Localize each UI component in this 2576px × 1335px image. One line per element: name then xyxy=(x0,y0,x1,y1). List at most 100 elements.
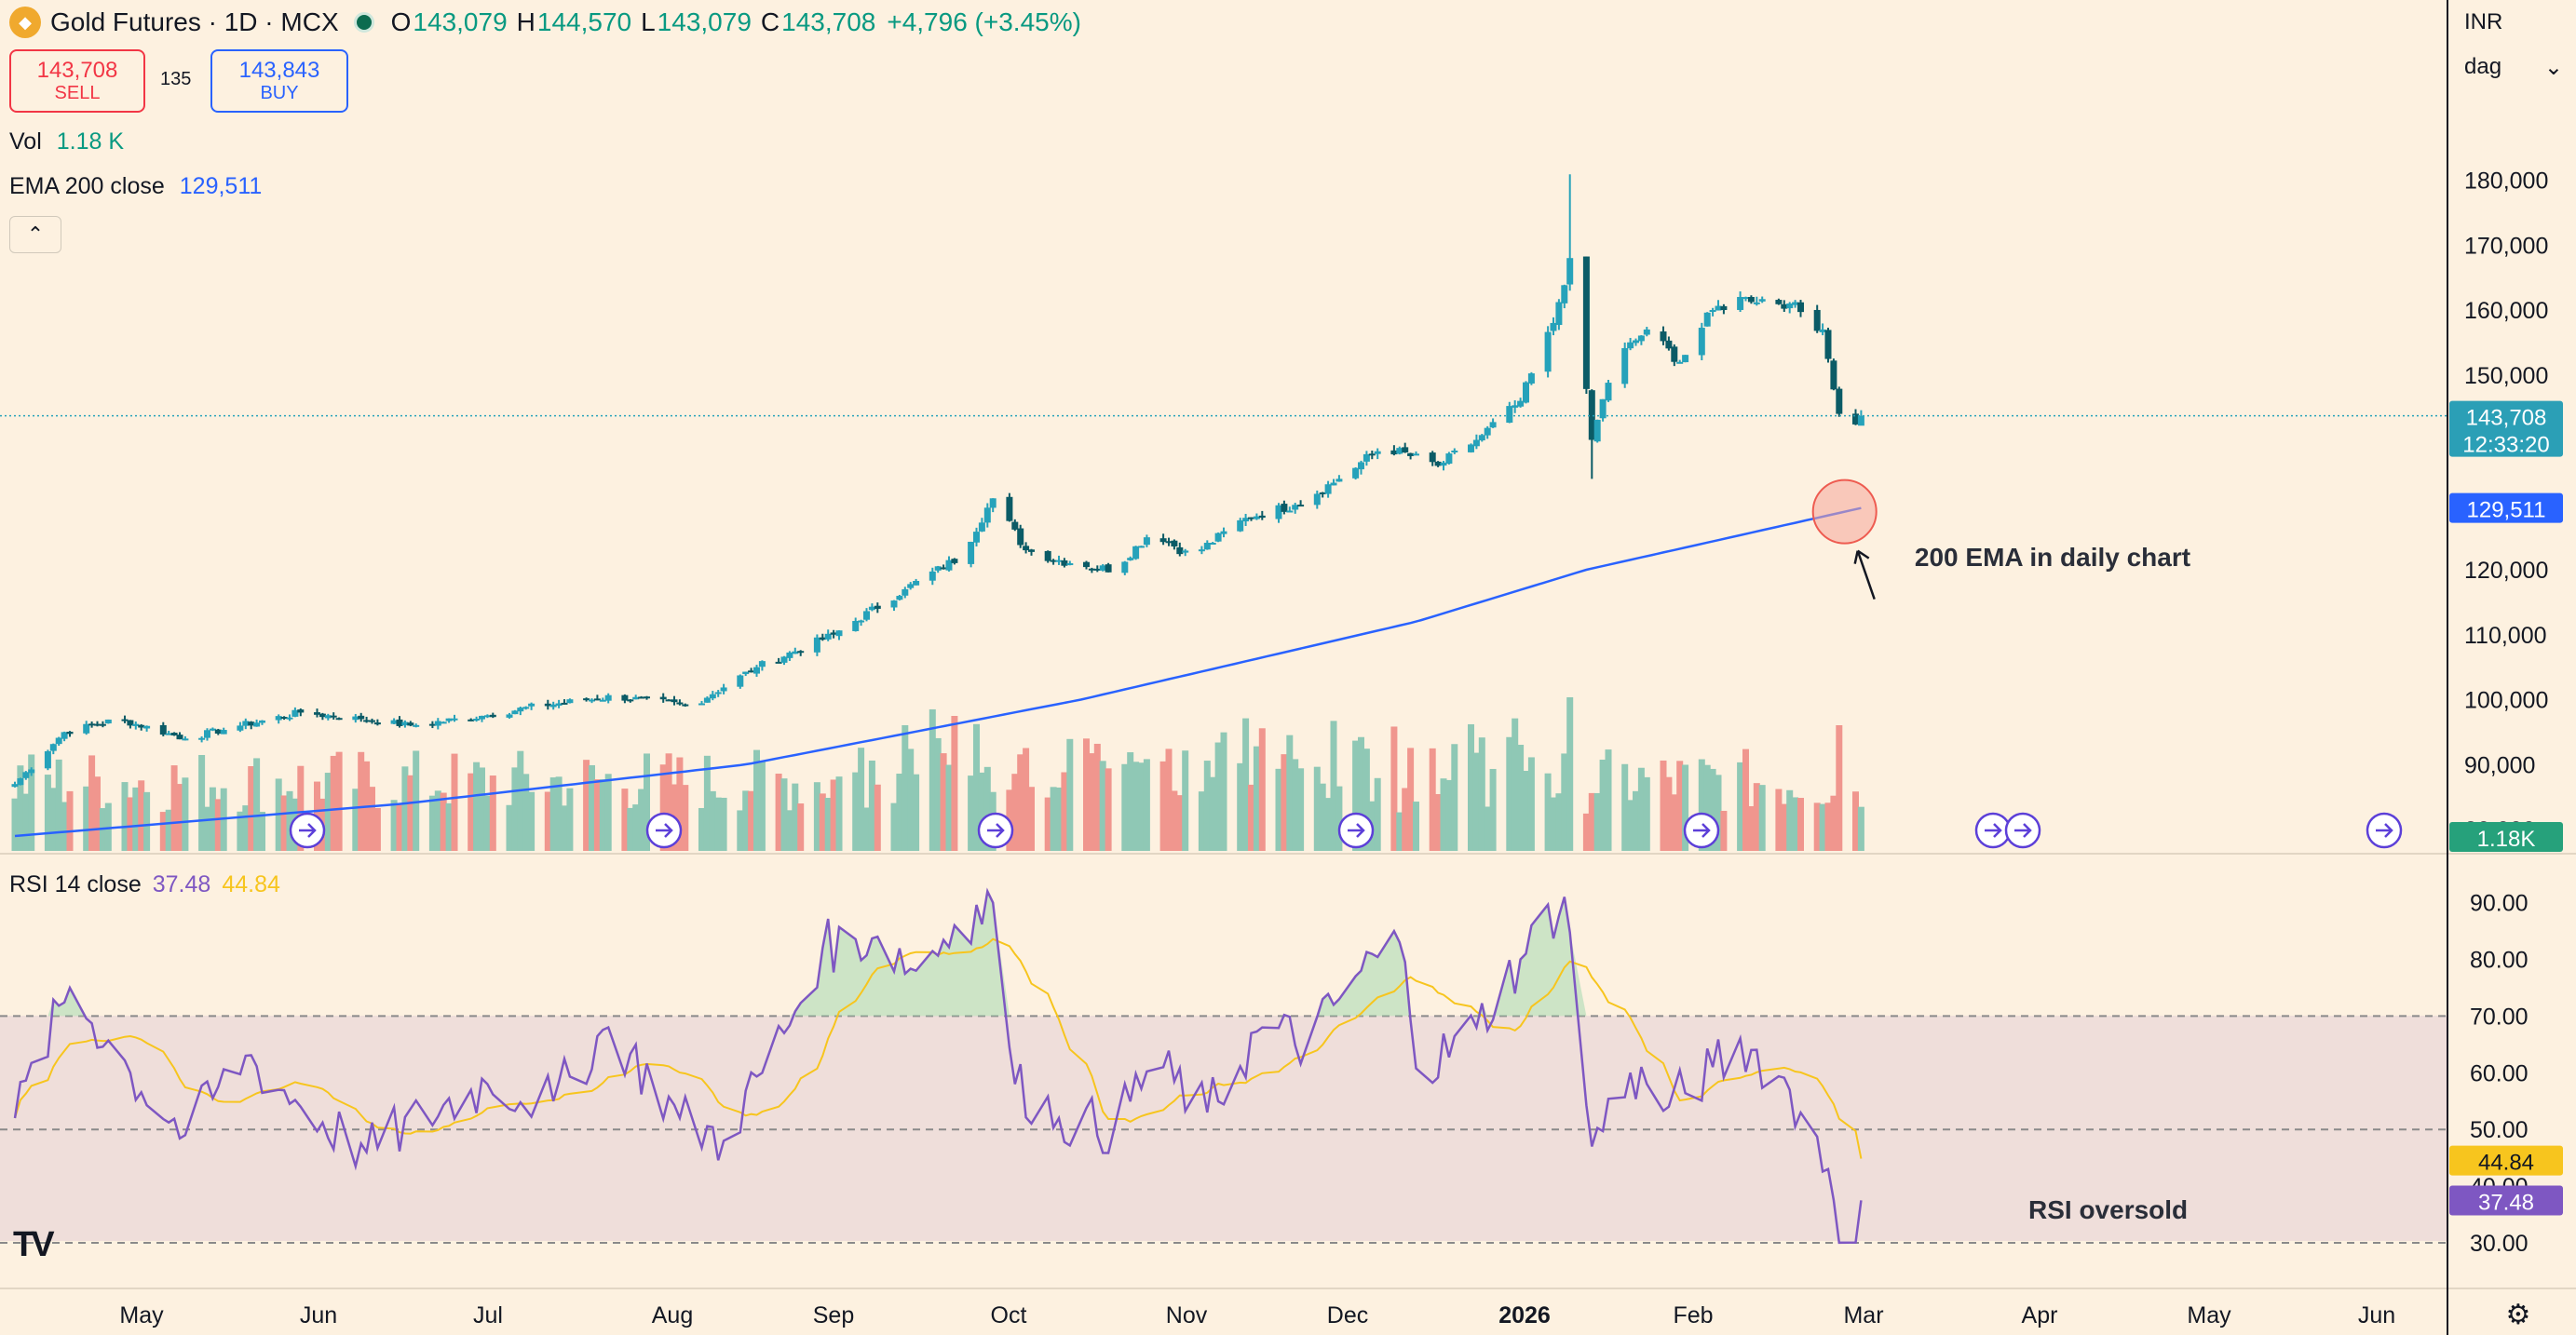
volume-bar xyxy=(593,779,601,851)
candle-body xyxy=(1121,561,1129,573)
volume-bar xyxy=(913,774,920,851)
candle-body xyxy=(259,720,265,723)
close-label: C xyxy=(760,7,780,36)
settings-gear-icon[interactable]: ⚙ xyxy=(2505,1299,2531,1330)
volume-bar xyxy=(1050,787,1057,851)
candle-body xyxy=(786,652,793,658)
candle-body xyxy=(1099,565,1106,571)
event-marker-icon xyxy=(2004,812,2041,849)
candle-body xyxy=(1237,519,1244,532)
volume-bar xyxy=(1088,753,1095,851)
sell-button[interactable]: 143,708 SELL xyxy=(9,49,145,113)
volume-bar xyxy=(428,795,436,851)
volume-bar xyxy=(1836,725,1843,851)
volume-bar xyxy=(1758,785,1766,851)
volume-bar xyxy=(511,767,519,851)
sell-price: 143,708 xyxy=(36,58,118,83)
volume-bar xyxy=(703,755,711,851)
volume-bar xyxy=(1451,744,1458,851)
candle-body xyxy=(352,716,359,721)
candle-body xyxy=(934,566,942,571)
price-badge-bg xyxy=(2449,822,2563,852)
volume-bar xyxy=(1286,735,1294,851)
rsi-ma-badge: 44.84 xyxy=(2478,1151,2534,1176)
candle-body xyxy=(1550,322,1557,331)
volume-bar xyxy=(978,772,985,851)
interval-select[interactable]: dag ⌄ xyxy=(2464,47,2569,88)
candle-body xyxy=(1044,550,1051,561)
candle-body xyxy=(1093,568,1101,571)
volume-bar xyxy=(1297,768,1305,851)
time-tick-label: Mar xyxy=(1843,1302,1883,1328)
candle-body xyxy=(61,732,68,739)
time-tick-label: May xyxy=(2187,1302,2231,1328)
candle-body xyxy=(451,718,458,721)
candle-body xyxy=(1747,297,1755,303)
volume-bar xyxy=(1660,760,1667,851)
buy-price: 143,843 xyxy=(238,58,320,83)
volume-bar xyxy=(1237,762,1244,851)
volume-bar xyxy=(49,788,57,851)
volume-bar xyxy=(549,777,557,851)
rsi-tick-label: 90.00 xyxy=(2470,891,2529,917)
candle-body xyxy=(1396,448,1403,454)
volume-bar xyxy=(1665,776,1673,851)
candle-body xyxy=(1593,419,1601,442)
volume-bar xyxy=(170,765,178,851)
rsi-legend[interactable]: RSI 14 close 37.48 44.84 xyxy=(9,871,280,898)
ema-legend[interactable]: EMA 200 close 129,511 xyxy=(9,173,262,200)
volume-bar xyxy=(1544,773,1552,851)
candle-body xyxy=(929,571,936,581)
volume-bar xyxy=(1506,736,1513,851)
time-tick-label: Jul xyxy=(473,1302,503,1328)
buy-button[interactable]: 143,843 BUY xyxy=(210,49,348,113)
candle-body xyxy=(819,637,826,641)
volume-bar xyxy=(1330,721,1337,851)
volume-bar xyxy=(1390,726,1398,851)
volume-legend[interactable]: Vol 1.18 K xyxy=(9,128,124,155)
candle-body xyxy=(253,722,261,727)
candle-body xyxy=(1374,451,1381,454)
candle-body xyxy=(665,699,672,702)
volume-bar xyxy=(1715,775,1722,851)
candle-body xyxy=(1434,461,1442,466)
candle-body xyxy=(863,611,870,620)
candle-body xyxy=(83,723,90,734)
volume-bar xyxy=(1593,792,1601,851)
price-tick-label: 90,000 xyxy=(2464,752,2535,778)
candle-body xyxy=(99,723,106,726)
event-marker-arrow xyxy=(1985,823,2002,838)
candle-body xyxy=(1555,302,1563,326)
volume-bar xyxy=(297,765,305,851)
ema200-line xyxy=(14,506,1862,838)
price-tick-label: 120,000 xyxy=(2464,558,2548,584)
volume-bar xyxy=(1599,759,1607,851)
volume-bar xyxy=(1242,718,1250,851)
candle-body xyxy=(1203,543,1211,550)
event-marker-icon xyxy=(2366,812,2403,849)
volume-value: 1.18 K xyxy=(56,128,125,155)
symbol-title[interactable]: Gold Futures · 1D · MCX xyxy=(50,7,339,36)
candle-body xyxy=(1440,462,1447,466)
currency-select[interactable]: INR xyxy=(2464,2,2569,43)
volume-bar xyxy=(929,708,936,851)
candle-body xyxy=(335,718,343,721)
candle-body xyxy=(1489,422,1497,428)
candle-body xyxy=(627,699,634,702)
candle-body xyxy=(644,696,650,699)
volume-bar xyxy=(1258,728,1266,851)
event-marker-icon xyxy=(1974,812,2012,849)
tradingview-logo[interactable]: TV xyxy=(13,1225,55,1264)
collapse-legend-button[interactable]: ⌃ xyxy=(9,216,61,253)
volume-bar xyxy=(214,799,222,851)
candle-body xyxy=(907,584,915,588)
volume-bar xyxy=(1489,768,1497,851)
volume-bar xyxy=(1582,813,1590,851)
candle-body xyxy=(483,715,491,718)
candle-body xyxy=(775,661,782,664)
candle-body xyxy=(248,721,255,726)
candle-body xyxy=(1633,340,1639,344)
event-marker-icon xyxy=(977,812,1014,849)
event-marker-arrow xyxy=(987,823,1005,838)
